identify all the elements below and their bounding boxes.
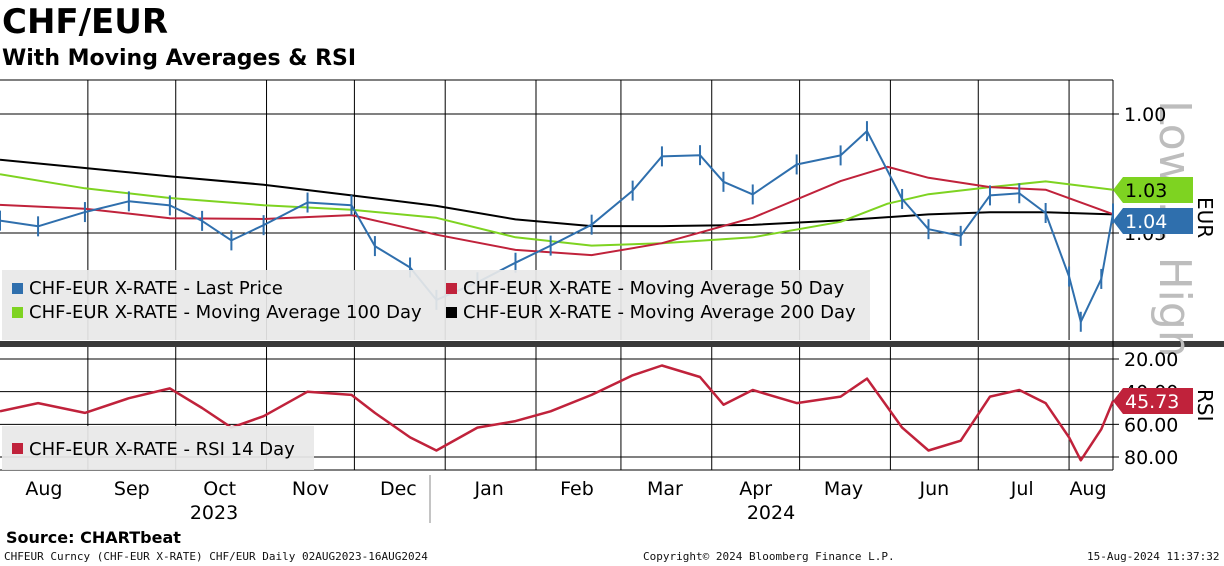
ma100-line [0,173,1114,247]
chart-canvas: Low ... High CHF-EUR X-RATE - Last Price… [0,79,1224,524]
legend-swatch [446,283,457,294]
timestamp: 15-Aug-2024 11:37:32 [1087,550,1220,563]
last-ma100-badge-label: 1.03 [1125,180,1167,202]
last-rsi-badge-label: 45.73 [1125,391,1179,413]
rsi-line [0,364,1115,462]
legend-swatch [446,307,457,318]
panel-divider [0,341,1224,347]
x-axis-month-label: Jul [1010,478,1034,500]
legend-swatch [12,283,23,294]
legend-swatch [12,307,23,318]
price-axis-title: EUR [1193,197,1217,238]
legend-label: CHF-EUR X-RATE - Moving Average 50 Day [463,278,845,299]
x-axis-month-label: Aug [25,478,62,500]
x-axis-month-label: Nov [292,478,329,500]
price-axis-tick-label: 1.00 [1124,104,1166,126]
legend-label: CHF-EUR X-RATE - Moving Average 100 Day [29,302,422,323]
legend-label: CHF-EUR X-RATE - Moving Average 200 Day [463,302,856,323]
last-ma100-badge: 1.03 [1113,177,1193,203]
rsi-axis-tick-label: 80.00 [1124,447,1178,469]
rsi-axis-tick-label: 60.00 [1124,414,1178,436]
legend-swatch [12,443,23,454]
rsi-legend-box [2,426,314,470]
last-price-badge: 1.04 [1113,208,1193,234]
x-axis-month-label: May [824,478,863,500]
x-axis-month-label: Aug [1069,478,1106,500]
last-price-badge-shape [1113,208,1193,234]
x-axis-month-label: Dec [380,478,417,500]
source-note: Source: CHARTbeat [6,528,181,547]
rsi-axis-title: RSI [1193,389,1217,422]
last-rsi-badge: 45.73 [1113,388,1193,414]
rsi-axis-tick-label: 20.00 [1124,349,1178,371]
legend-label: CHF-EUR X-RATE - RSI 14 Day [29,439,295,460]
x-axis-month-label: Sep [114,478,150,500]
x-axis-month-label: Apr [739,478,772,500]
last-ma100-badge-shape [1113,177,1193,203]
x-axis-month-label: Mar [647,478,683,500]
chart-title: CHF/EUR [2,2,169,42]
x-axis-month-label: Feb [560,478,594,500]
legend-label: CHF-EUR X-RATE - Last Price [29,278,283,299]
x-axis-month-label: Jun [918,478,949,500]
chart-subtitle: With Moving Averages & RSI [2,46,357,71]
x-axis-month-label: Jan [473,478,503,500]
ma50-line [0,165,1114,257]
security-description: CHFEUR Curncy (CHF-EUR X-RATE) CHF/EUR D… [4,550,428,563]
x-axis-year-label: 2023 [190,502,238,524]
copyright-notice: Copyright© 2024 Bloomberg Finance L.P. [643,550,895,563]
last-price-badge-label: 1.04 [1125,211,1167,233]
x-axis-month-label: Oct [203,478,236,500]
price-legend-box [2,270,870,340]
last-rsi-badge-shape [1113,388,1193,414]
x-axis-year-label: 2024 [747,502,795,524]
